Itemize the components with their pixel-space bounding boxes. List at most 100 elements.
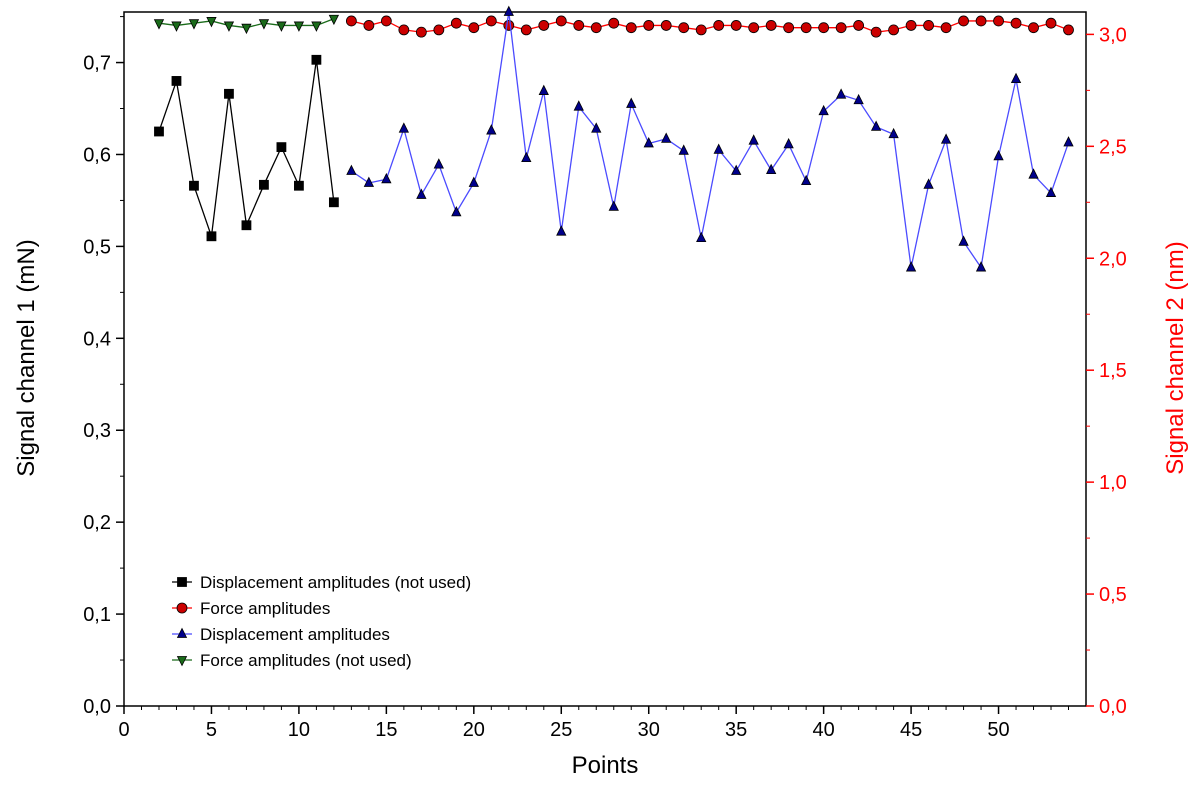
data-point <box>870 26 882 38</box>
data-point <box>206 17 217 28</box>
right-tick-label: 1,5 <box>1099 360 1127 382</box>
data-point <box>1063 24 1074 36</box>
data-point <box>485 15 497 27</box>
legend-item: Force amplitudes (not used) <box>172 651 412 670</box>
left-tick-label: 0,1 <box>83 604 111 626</box>
legend-item: Force amplitudes <box>172 599 330 618</box>
x-tick-label: 10 <box>288 719 310 741</box>
data-point <box>731 164 742 175</box>
x-tick-label: 20 <box>463 719 485 741</box>
right-axis-ticks: 0,0 0,5 1,0 1,5 2,0 2,5 3,0 <box>1086 24 1127 718</box>
data-point <box>748 22 760 34</box>
legend-label: Displacement amplitudes (not used) <box>200 573 471 592</box>
data-point <box>783 22 795 34</box>
left-axis-ticks: 0,0 0,1 0,2 0,3 0,4 0,5 0,6 0,7 <box>83 16 124 718</box>
data-point <box>380 15 392 27</box>
series-line <box>158 59 335 237</box>
data-point <box>835 22 847 34</box>
data-point <box>276 142 287 153</box>
data-point <box>293 21 305 32</box>
data-point <box>818 22 830 34</box>
series-0 <box>154 54 339 242</box>
data-point <box>223 21 235 32</box>
data-point <box>678 144 689 155</box>
data-point <box>468 22 480 34</box>
plot-frame <box>123 11 1087 707</box>
left-tick-label: 0,3 <box>83 420 111 442</box>
data-point <box>363 20 375 31</box>
data-point <box>171 76 182 86</box>
data-point <box>695 24 707 36</box>
right-tick-label: 2,5 <box>1099 136 1127 158</box>
right-tick-label: 0,0 <box>1099 696 1127 718</box>
data-point <box>923 20 934 31</box>
legend-label: Force amplitudes (not used) <box>200 651 412 670</box>
data-point <box>503 5 514 16</box>
series-1 <box>345 15 1074 38</box>
data-point <box>853 20 865 31</box>
legend-marker <box>176 602 188 614</box>
x-tick-label: 40 <box>813 719 835 741</box>
x-tick-label: 50 <box>987 719 1009 741</box>
data-point <box>154 126 164 137</box>
data-point <box>625 22 637 34</box>
right-axis-title: Signal channel 2 (nm) <box>1162 241 1189 474</box>
data-point <box>433 24 445 36</box>
data-point <box>993 149 1004 161</box>
data-point <box>870 120 882 131</box>
data-point <box>363 176 375 187</box>
left-axis-title: Signal channel 1 (mN) <box>13 239 40 476</box>
data-point <box>643 137 654 148</box>
data-point <box>555 15 567 27</box>
data-point <box>905 20 917 31</box>
right-tick-label: 2,0 <box>1099 248 1127 270</box>
legend-item: Displacement amplitudes (not used) <box>172 573 471 592</box>
data-point <box>486 124 497 135</box>
data-point <box>713 20 725 31</box>
data-point <box>608 17 620 29</box>
data-point <box>940 133 952 144</box>
data-point <box>328 14 340 26</box>
data-point <box>311 21 322 32</box>
data-point <box>294 180 304 191</box>
left-tick-label: 0,4 <box>83 328 111 350</box>
data-point <box>626 97 637 108</box>
data-point <box>660 20 672 31</box>
right-tick-label: 3,0 <box>1099 24 1127 46</box>
data-point <box>451 205 462 217</box>
data-point <box>975 261 987 272</box>
legend-marker <box>176 627 188 638</box>
x-tick-label: 0 <box>118 719 129 741</box>
data-point <box>905 261 917 272</box>
x-axis-title: Points <box>572 752 639 779</box>
x-tick-label: 15 <box>375 719 397 741</box>
x-tick-label: 25 <box>550 719 572 741</box>
data-point <box>958 235 969 246</box>
x-tick-label: 45 <box>900 719 922 741</box>
legend-label: Force amplitudes <box>200 599 330 618</box>
series-layer <box>153 5 1074 272</box>
data-point <box>888 24 899 36</box>
legend-marker <box>177 577 187 587</box>
data-point <box>276 21 287 32</box>
data-point <box>783 137 794 149</box>
data-point <box>538 84 549 95</box>
data-point <box>398 24 410 36</box>
data-point <box>224 88 234 99</box>
data-point <box>853 93 864 105</box>
data-point <box>346 164 357 175</box>
data-point <box>468 176 479 187</box>
data-point <box>993 15 1004 27</box>
data-point <box>381 172 392 184</box>
data-point <box>958 15 969 27</box>
data-point <box>241 23 252 35</box>
data-point <box>171 21 182 32</box>
data-point <box>258 19 270 30</box>
data-point <box>520 24 532 36</box>
data-point <box>538 20 550 31</box>
data-point <box>748 134 759 145</box>
data-point <box>188 19 200 30</box>
data-point <box>940 22 952 34</box>
left-tick-label: 0,5 <box>83 236 111 258</box>
